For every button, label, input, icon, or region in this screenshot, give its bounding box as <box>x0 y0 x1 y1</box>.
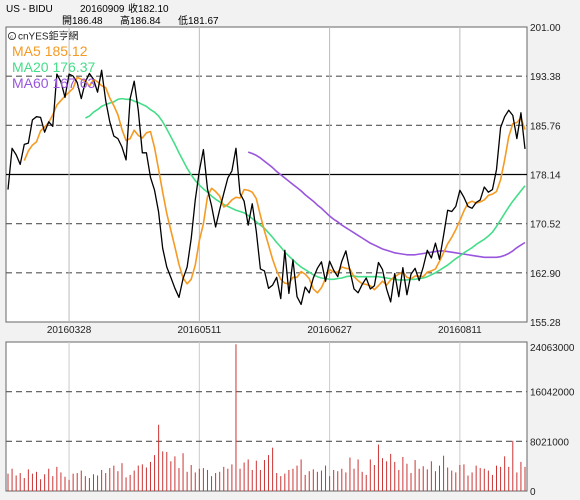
header-high: 高186.84 <box>120 14 161 27</box>
header-date: 20160909 <box>80 4 125 15</box>
price-y-axis: 201.00 193.38 185.76 178.14 170.52 162.90 155.… <box>530 23 561 329</box>
price-series <box>7 69 526 306</box>
price-y-tick-label: 170.52 <box>530 220 561 231</box>
legend-ma5-value: 185.12 <box>45 43 88 59</box>
legend-ma60-name: MA60 <box>12 75 49 91</box>
volume-y-tick-label: 8021000 <box>530 437 569 448</box>
header-close: 收182.10 <box>128 2 169 15</box>
legend-ma20-name: MA20 <box>12 59 49 75</box>
copyright-icon-glyph: c <box>10 34 13 40</box>
price-y-tick-label: 178.14 <box>530 171 561 182</box>
price-x-tick-label: 20160627 <box>307 325 352 336</box>
price-x-tick-label: 20160511 <box>177 325 221 336</box>
price-y-tick-label: 162.90 <box>530 269 561 280</box>
price-x-axis: 20160328 20160511 20160627 20160811 <box>47 325 482 336</box>
header-low: 低181.67 <box>178 14 219 27</box>
volume-y-axis: 24063000 16042000 8021000 0 <box>530 343 575 498</box>
volume-grid <box>6 342 527 491</box>
brand: c cnYES鉅亨網 <box>7 30 79 43</box>
header-symbol: US - BIDU <box>6 4 53 15</box>
header-open: 開186.48 <box>62 15 103 27</box>
legend-ma60-value: 167.63 <box>52 75 95 91</box>
volume-panel <box>5 341 528 492</box>
series-line-price <box>7 69 526 306</box>
price-y-tick-label: 185.76 <box>530 121 561 132</box>
price-x-tick-label: 20160328 <box>47 325 92 336</box>
legend-ma20-value: 176.37 <box>52 59 95 75</box>
volume-y-tick-label: 24063000 <box>530 343 575 354</box>
price-y-tick-label: 193.38 <box>530 72 561 83</box>
price-x-tick-label: 20160811 <box>438 325 482 336</box>
series-line-ma60 <box>247 151 526 259</box>
volume-bars <box>7 344 526 491</box>
price-y-tick-label: 201.00 <box>530 23 561 34</box>
legend-ma60: MA60 167.63 <box>12 75 96 91</box>
volume-y-tick-label: 16042000 <box>530 388 575 399</box>
copyright-icon <box>7 31 17 41</box>
series-line-ma20 <box>85 97 526 281</box>
volume-y-tick-label: 0 <box>530 487 536 498</box>
brand-text: cnYES鉅亨網 <box>18 30 79 43</box>
series-line-ma5 <box>23 76 526 294</box>
legend-ma5-name: MA5 <box>12 43 41 59</box>
legend-ma5: MA5 185.12 <box>12 43 88 59</box>
legend-ma20: MA20 176.37 <box>12 59 96 75</box>
legend: MA5 185.12 MA20 176.37 MA60 167.63 <box>12 43 96 91</box>
price-y-tick-label: 155.28 <box>530 318 561 329</box>
